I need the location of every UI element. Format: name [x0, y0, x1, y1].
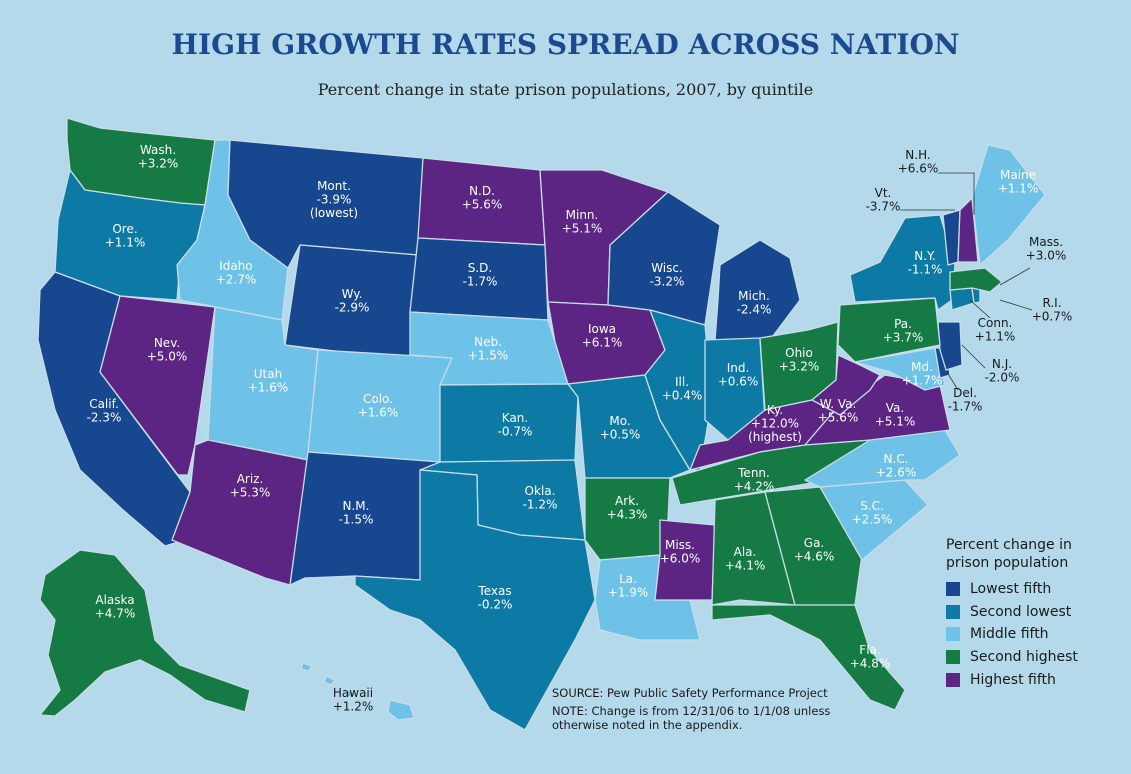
map-subtitle: Percent change in state prison populatio…: [317, 80, 814, 99]
legend-swatch: [946, 650, 960, 665]
state-label-id: Idaho +2.7%: [216, 259, 257, 287]
leader-line-ri: [999, 299, 1033, 311]
state-label-ky: Ky. +12.0% (highest): [748, 403, 802, 444]
legend-item-highest: Highest fifth: [946, 668, 1126, 691]
state-ri: [971, 287, 981, 304]
state-ak: [39, 549, 251, 717]
state-va: [804, 374, 951, 446]
state-hi: [300, 662, 415, 721]
state-label-ca: Calif. -2.3%: [87, 397, 122, 425]
state-label-nd: N.D. +5.6%: [462, 184, 503, 212]
legend-label: Lowest fifth: [970, 581, 1052, 598]
state-label-ks: Kan. -0.7%: [498, 411, 533, 439]
state-label-wi: Wisc. -3.2%: [650, 261, 685, 289]
state-label-la: La. +1.9%: [608, 572, 649, 600]
state-ct: [949, 287, 975, 311]
leader-line-nh: [938, 172, 975, 215]
note-text: NOTE: Change is from 12/31/06 to 1/1/08 …: [552, 704, 831, 732]
state-label-wy: Wy. -2.9%: [335, 287, 370, 315]
state-ks: [439, 383, 579, 463]
state-label-hi: Hawaii +1.2%: [333, 686, 374, 714]
state-labels: Wash. +3.2% Ore. +1.1% Calif. -2.3% Nev. +5.0% I…: [87, 143, 1073, 714]
state-label-sc: S.C. +2.5%: [852, 499, 893, 527]
legend-swatch: [946, 582, 960, 597]
state-label-mt: Mont. -3.9% (lowest): [310, 179, 358, 220]
state-label-mn: Minn. +5.1%: [562, 208, 603, 236]
source-text: SOURCE: Pew Public Safety Performance Pr…: [552, 686, 828, 700]
legend-title: Percent change in prison population: [946, 537, 1072, 571]
state-label-ny: N.Y. -1.1%: [908, 249, 943, 277]
state-label-oh: Ohio +3.2%: [779, 346, 820, 374]
legend-item-second-lowest: Second lowest: [946, 601, 1126, 624]
legend-swatch: [946, 604, 960, 619]
state-label-me: Maine +1.1%: [998, 168, 1039, 196]
state-label-al: Ala. +4.1%: [725, 545, 766, 573]
state-al: [711, 491, 796, 606]
state-label-ut: Utah +1.6%: [248, 367, 289, 395]
legend-label: Second highest: [970, 649, 1078, 666]
legend-swatch: [946, 672, 960, 687]
state-label-fl: Fla. +4.8%: [850, 643, 891, 671]
state-label-nj: N.J. -2.0%: [985, 357, 1020, 385]
leader-line-ma: [999, 267, 1031, 286]
state-tx: [354, 469, 596, 731]
state-label-ri: R.I. +0.7%: [1032, 296, 1073, 324]
legend-item-second-highest: Second highest: [946, 646, 1126, 669]
leader-lines: [900, 172, 1033, 391]
state-label-ar: Ark. +4.3%: [607, 494, 648, 522]
state-md: [854, 347, 946, 391]
legend-item-middle: Middle fifth: [946, 623, 1126, 646]
state-label-wa: Wash. +3.2%: [138, 143, 179, 171]
state-label-ma: Mass. +3.0%: [1026, 235, 1067, 263]
state-label-co: Colo. +1.6%: [358, 392, 399, 420]
state-shapes: [37, 117, 1046, 731]
leader-line-de: [946, 371, 959, 391]
legend-label: Highest fifth: [970, 671, 1056, 688]
state-label-nm: N.M. -1.5%: [339, 499, 374, 527]
state-wv: [811, 354, 881, 416]
state-label-mo: Mo. +0.5%: [600, 414, 641, 442]
state-label-ne: Neb. +1.5%: [468, 335, 509, 363]
state-label-nc: N.C. +2.6%: [876, 452, 917, 480]
state-label-va: Va. +5.1%: [875, 401, 916, 429]
state-label-nv: Nev. +5.0%: [147, 336, 188, 364]
leader-line-nj: [961, 344, 986, 369]
state-label-vt: Vt. -3.7%: [866, 186, 901, 214]
state-label-tx: Texas -0.2%: [477, 584, 512, 612]
state-label-wv: W. Va. +5.6%: [818, 397, 859, 425]
legend: Percent change in prison population Lowe…: [946, 536, 1126, 691]
legend-label: Second lowest: [970, 603, 1072, 620]
state-label-pa: Pa. +3.7%: [883, 317, 924, 345]
state-label-il: Ill. +0.4%: [662, 375, 703, 403]
state-ma: [949, 267, 1003, 293]
notes: SOURCE: Pew Public Safety Performance Pr…: [552, 686, 852, 732]
state-nh: [957, 197, 979, 263]
state-fl: [711, 604, 906, 711]
state-me: [971, 144, 1046, 266]
state-label-mi: Mich. -2.4%: [737, 289, 772, 317]
state-label-or: Ore. +1.1%: [105, 222, 146, 250]
legend-label: Middle fifth: [970, 626, 1049, 643]
state-label-az: Ariz. +5.3%: [230, 472, 271, 500]
state-label-ga: Ga. +4.6%: [794, 536, 835, 564]
state-az: [171, 439, 309, 586]
map-title: HIGH GROWTH RATES SPREAD ACROSS NATION: [171, 28, 960, 61]
state-label-ok: Okla. -1.2%: [523, 484, 558, 512]
state-label-ms: Miss. +6.0%: [660, 538, 701, 566]
state-label-md: Md. +1.7%: [902, 360, 943, 388]
leader-line-ct: [969, 299, 991, 319]
state-label-ak: Alaska +4.7%: [95, 593, 136, 621]
state-label-nh: N.H. +6.6%: [898, 148, 939, 176]
state-label-tn: Tenn. +4.2%: [734, 466, 775, 494]
legend-swatch: [946, 627, 960, 642]
state-mi: [714, 239, 801, 341]
state-label-de: Del. -1.7%: [948, 386, 983, 414]
state-label-sd: S.D. -1.7%: [463, 261, 498, 289]
legend-item-lowest: Lowest fifth: [946, 578, 1126, 601]
state-label-ia: Iowa +6.1%: [582, 322, 623, 350]
state-label-ct: Conn. +1.1%: [975, 316, 1016, 344]
state-label-in: Ind. +0.6%: [718, 361, 759, 389]
